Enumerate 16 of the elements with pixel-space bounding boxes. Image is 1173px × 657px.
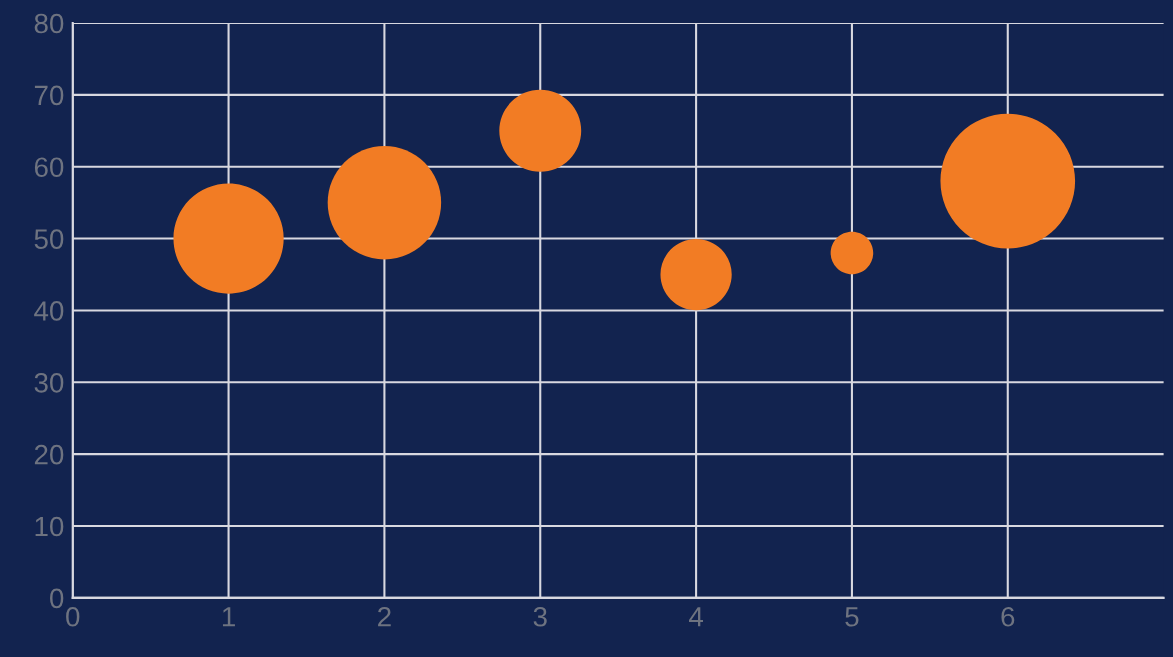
y-tick-label: 40 (34, 301, 64, 321)
y-tick-label: 20 (34, 444, 64, 465)
y-tick-label: 70 (34, 85, 64, 106)
x-tick-label: 0 (66, 606, 80, 627)
y-tick-label: 10 (35, 516, 64, 537)
y-tick-label: 0 (50, 588, 64, 609)
x-tick-label: 2 (378, 606, 391, 627)
y-tick-label: 30 (34, 372, 64, 393)
x-tick-label: 3 (533, 606, 547, 627)
x-tick-label: 6 (1001, 606, 1015, 627)
x-tick-label: 4 (689, 607, 703, 627)
y-tick-label: 60 (34, 157, 64, 178)
x-tick-label: 5 (845, 607, 859, 627)
y-tick-label: 80 (34, 13, 64, 34)
y-tick-label: 50 (34, 229, 64, 249)
x-tick-label: 1 (222, 607, 235, 627)
